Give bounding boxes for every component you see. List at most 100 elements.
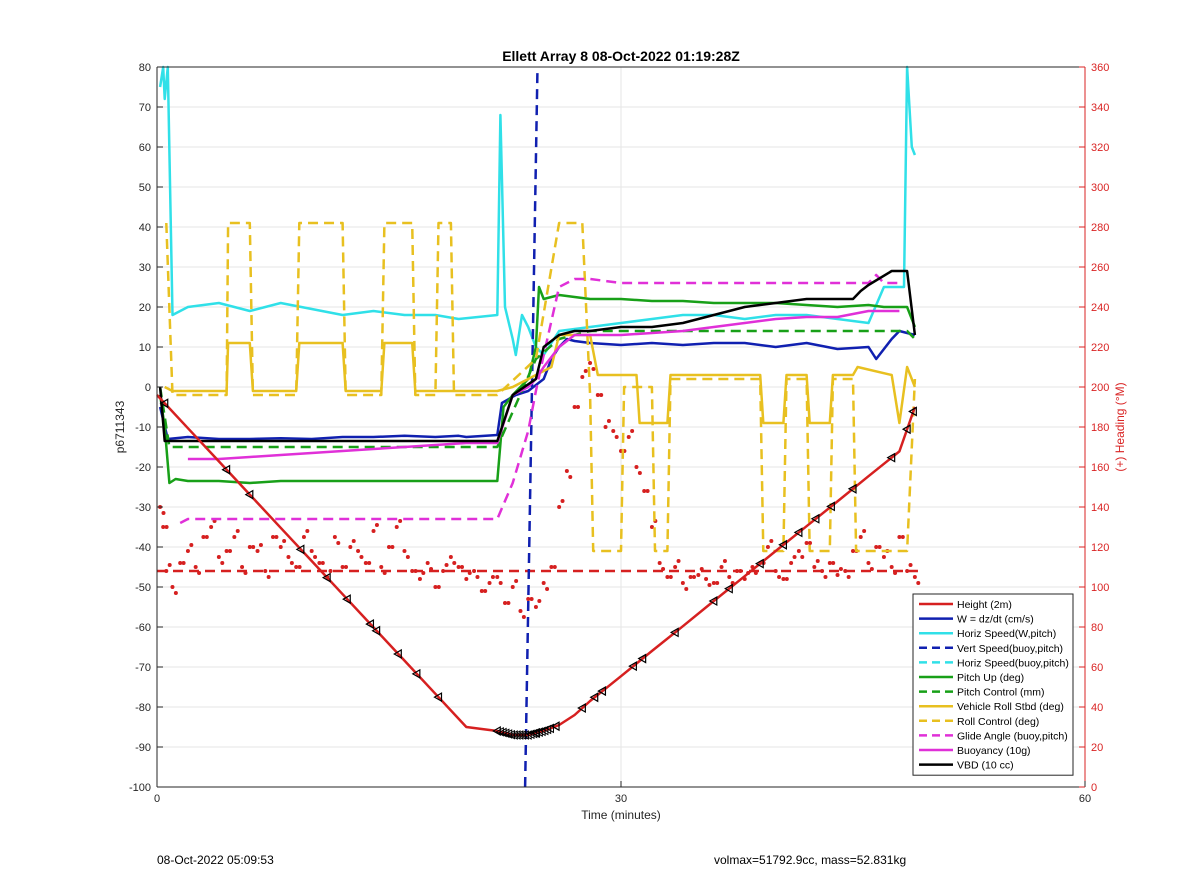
y2-tick-label: 280 <box>1091 222 1109 234</box>
heading-point <box>173 591 178 595</box>
y2-tick-label: 80 <box>1091 622 1103 634</box>
y2-axis-label: (+) Heading (°M) <box>1113 382 1127 471</box>
height-marker <box>754 558 764 569</box>
heading-point <box>178 561 183 565</box>
heading-point <box>514 579 519 583</box>
heading-point <box>722 559 727 563</box>
heading-point <box>838 567 843 571</box>
heading-point <box>769 539 774 543</box>
heading-point <box>320 561 325 565</box>
heading-point <box>344 565 349 569</box>
heading-point <box>216 555 221 559</box>
height-marker <box>523 730 532 740</box>
height-marker <box>908 406 917 417</box>
heading-point <box>661 567 666 571</box>
y-tick-label: -10 <box>135 422 151 434</box>
footer-volmax-mass: volmax=51792.9cc, mass=52.831kg <box>714 853 907 867</box>
y2-tick-label: 40 <box>1091 702 1103 714</box>
heading-point <box>568 475 573 479</box>
heading-point <box>164 569 169 573</box>
y2-tick-label: 200 <box>1091 382 1109 394</box>
axes: 0 30 60-100-90-80-70-60-50-40-30-20-100102… <box>129 62 1109 805</box>
heading-point <box>282 539 287 543</box>
heading-point <box>483 589 488 593</box>
height-marker <box>517 730 527 740</box>
y2-tick-label: 120 <box>1091 542 1109 554</box>
legend-entry: Vert Speed(buoy,pitch) <box>957 643 1063 655</box>
heading-point <box>498 581 503 585</box>
heading-point <box>588 361 593 365</box>
heading-point <box>676 559 681 563</box>
height-marker <box>514 730 524 740</box>
y2-tick-label: 100 <box>1091 582 1109 594</box>
heading-point <box>209 525 214 529</box>
heading-point <box>425 561 430 565</box>
series-line <box>179 273 900 525</box>
heading-point <box>421 571 426 575</box>
heading-point <box>359 555 364 559</box>
heading-point <box>753 571 758 575</box>
height-marker <box>886 452 896 463</box>
heading-point <box>735 569 739 573</box>
heading-point <box>784 577 789 581</box>
heading-point <box>164 525 169 529</box>
y-tick-label: 10 <box>139 342 151 354</box>
heading-point <box>441 569 446 573</box>
height-marker <box>810 513 820 524</box>
heading-point <box>367 561 372 565</box>
heading-point <box>634 465 639 469</box>
height-marker <box>545 723 554 734</box>
heading-point <box>583 369 588 373</box>
heading-point <box>356 549 361 553</box>
heading-point <box>487 581 492 585</box>
height-marker <box>826 501 835 512</box>
y2-tick-label: 140 <box>1091 502 1109 514</box>
heading-point <box>684 587 689 591</box>
heading-point <box>846 575 851 579</box>
height-marker <box>393 648 402 659</box>
heading-point <box>657 561 662 565</box>
y-tick-label: -50 <box>135 582 151 594</box>
heading-point <box>699 567 704 571</box>
height-marker <box>321 572 331 583</box>
heading-point <box>812 565 817 569</box>
y2-tick-label: 160 <box>1091 462 1109 474</box>
heading-point <box>197 571 202 575</box>
legend: Height (2m) W = dz/dt (cm/s) Horiz Speed(W… <box>912 593 1074 776</box>
height-marker <box>708 595 718 607</box>
heading-point <box>827 561 832 565</box>
height-marker <box>597 686 607 697</box>
height-marker <box>244 489 254 500</box>
heading-point <box>777 575 782 579</box>
heading-point <box>398 519 403 523</box>
heading-point <box>161 525 166 529</box>
heading-point <box>789 561 794 565</box>
heading-point <box>893 571 898 575</box>
y-tick-label: 50 <box>139 182 151 194</box>
heading-point <box>529 597 534 601</box>
heading-point <box>564 469 569 473</box>
heading-point <box>301 535 306 539</box>
heading-point <box>549 565 554 569</box>
y-tick-label: 0 <box>145 382 151 394</box>
legend-entry: Roll Control (deg) <box>957 716 1039 728</box>
heading-point <box>804 541 809 545</box>
heading-point <box>417 577 422 581</box>
heading-point <box>858 535 863 539</box>
heading-point <box>410 569 415 573</box>
height-marker <box>534 727 543 737</box>
heading-point <box>289 561 294 565</box>
height-marker <box>159 398 169 409</box>
y-tick-label: -80 <box>135 702 151 714</box>
heading-point <box>348 545 353 549</box>
heading-point <box>490 575 495 579</box>
y-tick-label: -40 <box>135 542 151 554</box>
height-marker <box>509 730 518 740</box>
heading-point <box>831 561 836 565</box>
heading-point <box>545 587 550 591</box>
legend-entry: W = dz/dt (cm/s) <box>957 614 1034 626</box>
heading-point <box>843 569 848 573</box>
heading-point <box>297 565 302 569</box>
heading-point <box>313 555 318 559</box>
heading-point <box>405 555 410 559</box>
